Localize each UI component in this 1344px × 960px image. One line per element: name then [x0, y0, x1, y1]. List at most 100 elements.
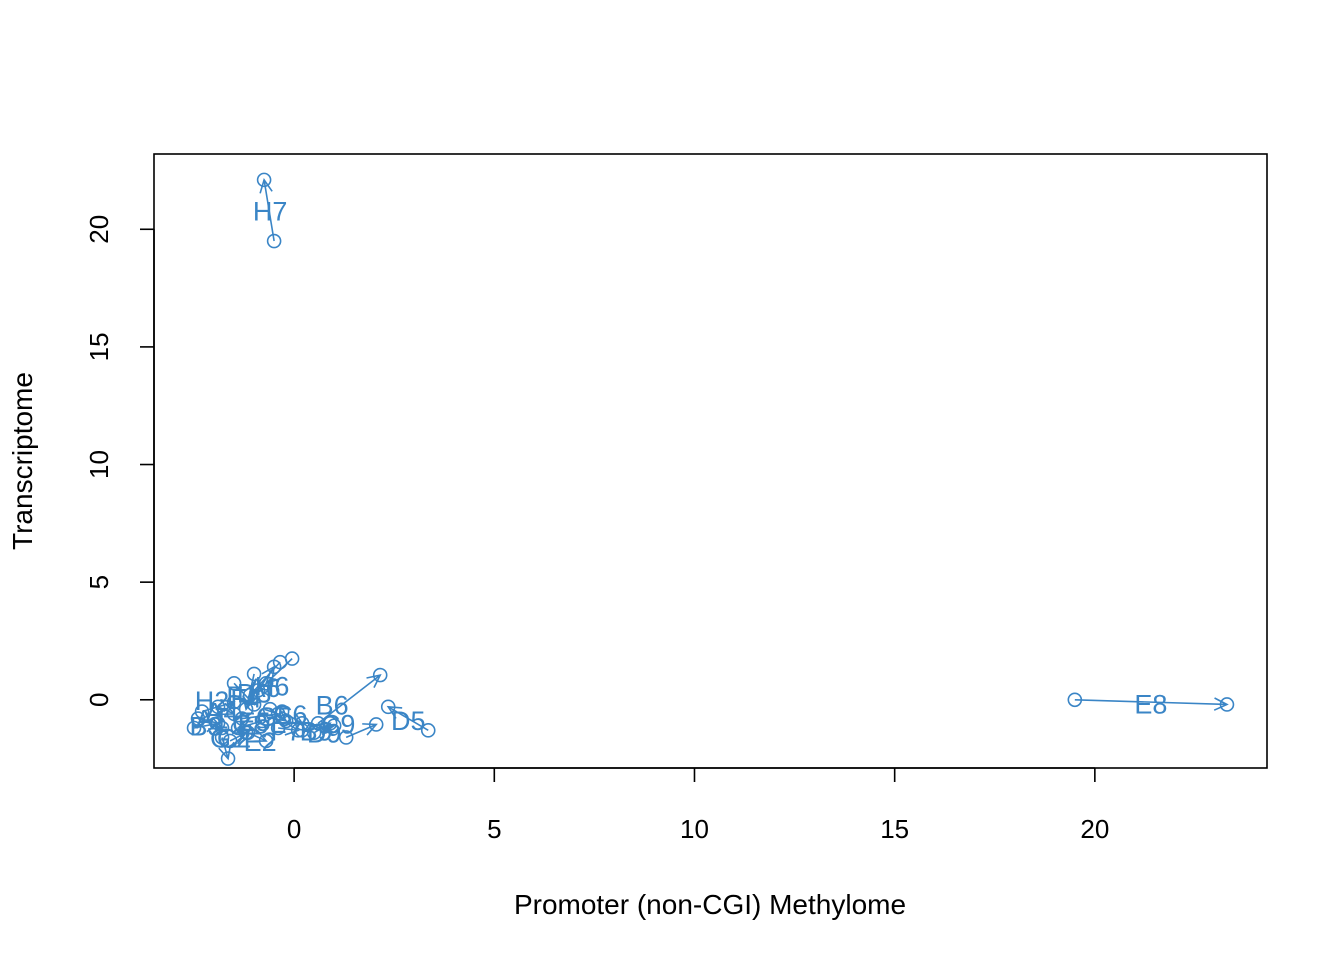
point-start [284, 651, 300, 666]
point-label: D5 [391, 706, 426, 736]
point-start [210, 699, 226, 715]
arrow-shaft [247, 731, 267, 742]
point-start [186, 720, 202, 736]
y-tick-label: 5 [84, 575, 114, 589]
pair-G8: G8 [230, 709, 270, 739]
x-tick-label: 0 [287, 814, 301, 844]
x-axis-title: Promoter (non-CGI) Methylome [514, 889, 906, 920]
arrow-shaft [201, 701, 235, 713]
y-tick-label: 10 [84, 450, 114, 479]
arrow-shaft [233, 682, 255, 706]
arrow-shaft [193, 722, 219, 729]
plot-frame [153, 153, 1268, 769]
x-tick-label: 20 [1080, 814, 1109, 844]
arrow-head [366, 673, 382, 688]
arrow-head [218, 744, 232, 761]
arrow-head [220, 699, 236, 713]
point-start [190, 711, 206, 726]
point-start [338, 730, 354, 745]
pair-H7: H7 [253, 172, 288, 249]
point-label: C2 [217, 723, 252, 753]
pair-E2: E2 [240, 725, 277, 757]
point-start [306, 725, 322, 741]
point-start [420, 723, 436, 738]
arrow-head [1213, 697, 1229, 711]
arrow-shaft [245, 673, 255, 710]
y-axis-title: Transcriptome [7, 372, 38, 550]
arrow-shaft [387, 706, 429, 732]
arrow-shaft [1074, 698, 1227, 706]
arrow-head [386, 705, 403, 719]
point-start [266, 233, 282, 249]
point-label: B3 [190, 712, 223, 742]
pair-E8: E8 [1067, 689, 1235, 719]
y-axis: 0 5 10 15 20 [84, 215, 155, 707]
point-start [254, 713, 270, 729]
arrow-shaft [313, 722, 331, 734]
point-end [266, 659, 282, 675]
point-start [214, 730, 230, 745]
arrow-head [272, 708, 288, 723]
arrow-head [242, 695, 256, 711]
point-start [222, 733, 238, 749]
arrow-head [264, 708, 280, 723]
pair-D5: D5 [380, 699, 436, 738]
point-end [230, 720, 246, 736]
arrow-shaft [317, 674, 381, 724]
pair-F4: F4 [230, 666, 262, 717]
x-tick-label: 15 [880, 814, 909, 844]
arrow-head [236, 718, 253, 732]
y-tick-label: 20 [84, 215, 114, 244]
point-label: E2 [244, 727, 277, 757]
pair-B6: B6 [310, 667, 388, 731]
pair-B3: B3 [186, 712, 226, 742]
y-tick-label: 0 [84, 693, 114, 707]
arrow-head [316, 722, 332, 736]
arrow-shaft [197, 717, 223, 729]
point-end [270, 706, 286, 722]
arrow-head [240, 690, 256, 706]
arrow-head [320, 720, 336, 735]
point-label: E8 [1134, 689, 1167, 719]
point-start [194, 704, 210, 719]
point-end [256, 172, 272, 188]
arrow-head [204, 718, 220, 733]
arrow-shaft [257, 666, 275, 691]
point-label: H7 [253, 196, 288, 226]
arrow-shaft [345, 723, 377, 739]
point-label: F7 [270, 716, 302, 746]
y-tick-label: 15 [84, 332, 114, 361]
arrow-head [232, 731, 248, 745]
arrow-head [220, 702, 236, 716]
arrow-head [252, 729, 268, 743]
x-tick-label: 5 [487, 814, 501, 844]
arrow-head [261, 665, 276, 681]
point-label: G8 [232, 709, 268, 739]
arrow-head [284, 722, 300, 736]
point-label: A4 [206, 698, 239, 728]
point-label: F4 [230, 683, 262, 713]
point-end [372, 667, 388, 683]
arrow-shaft [241, 713, 279, 720]
arrow-shaft [217, 706, 235, 715]
arrow-head [362, 723, 378, 736]
point-start [250, 683, 266, 698]
arrow-shaft [263, 179, 275, 242]
arrow-shaft [237, 720, 263, 729]
point-end [226, 694, 242, 710]
point-start [246, 666, 262, 682]
arrow-shaft [249, 661, 281, 696]
point-start [226, 676, 242, 691]
pair-A4: A4 [206, 698, 242, 728]
x-axis: 0 5 10 15 20 [287, 767, 1109, 844]
point-label: B6 [316, 690, 349, 720]
arrow-shaft [278, 727, 299, 732]
point-end [220, 751, 236, 766]
pair-F7: F7 [270, 716, 306, 746]
arrow-shaft [229, 732, 247, 742]
point-end [210, 716, 226, 731]
x-tick-label: 10 [680, 814, 709, 844]
arrow-head [259, 178, 273, 194]
